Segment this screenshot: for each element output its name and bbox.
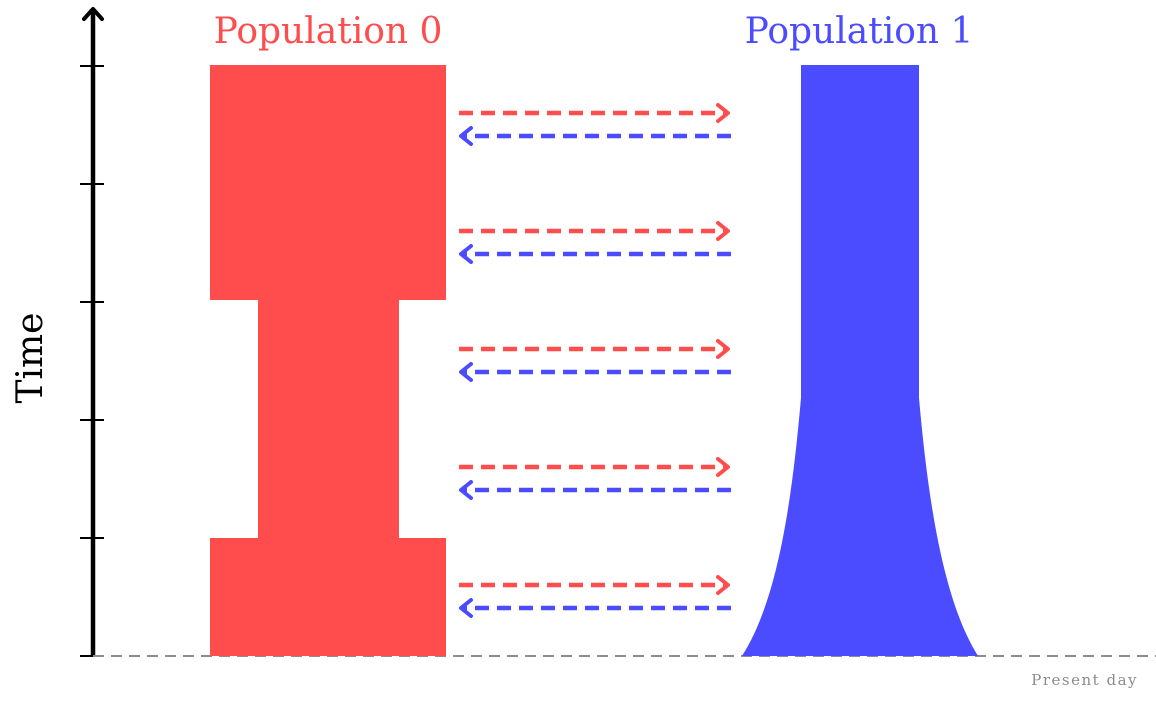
population-0: Population 0 xyxy=(210,11,446,656)
population-1-label: Population 1 xyxy=(745,11,974,52)
time-axis-arrowhead-icon xyxy=(82,7,104,21)
time-axis-label: Time xyxy=(10,313,51,404)
time-axis: Time xyxy=(10,7,104,657)
population-0-shape xyxy=(210,65,446,656)
population-0-label: Population 0 xyxy=(214,11,443,52)
population-1: Population 1 xyxy=(742,11,978,656)
population-1-shape xyxy=(742,65,978,656)
migration-arrows xyxy=(459,103,731,618)
present-day-label: Present day xyxy=(1031,671,1138,689)
